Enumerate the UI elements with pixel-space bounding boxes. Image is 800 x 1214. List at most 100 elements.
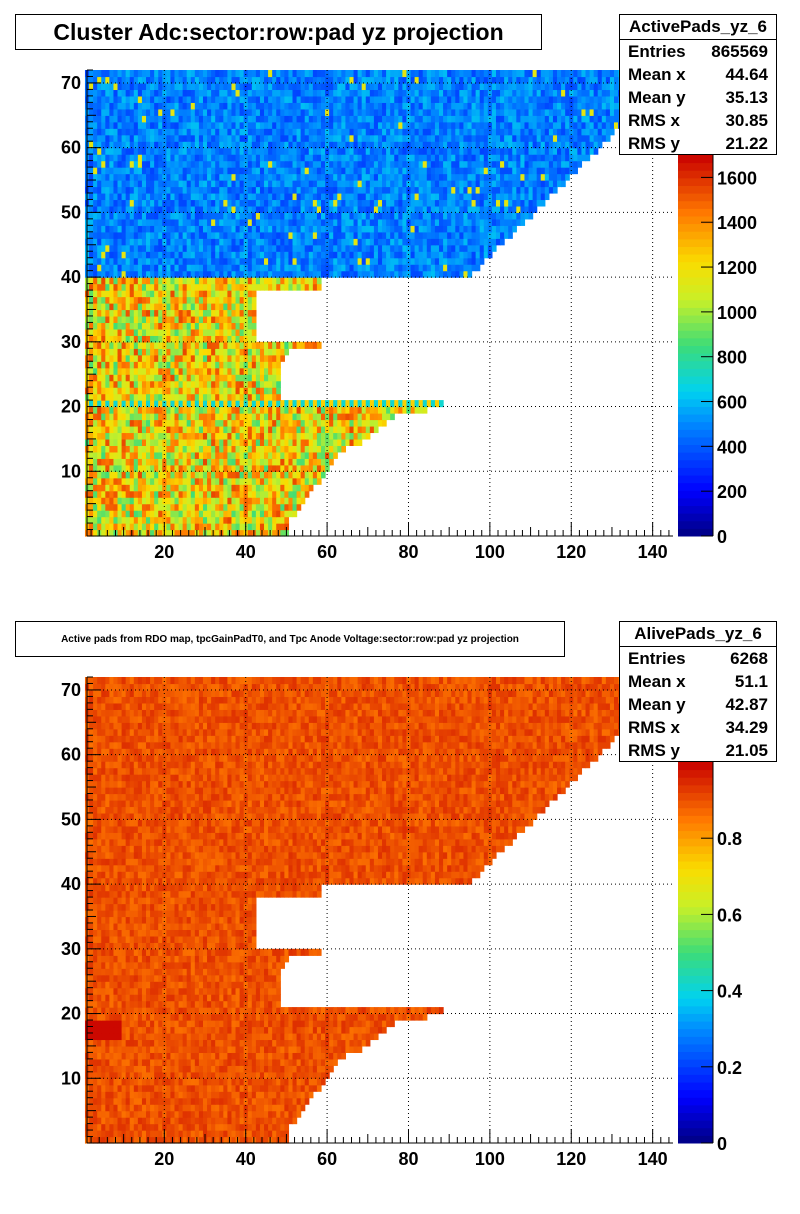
heatmap-cell <box>337 432 342 440</box>
heatmap-cell <box>394 264 399 272</box>
heatmap-cell <box>520 167 526 175</box>
heatmap-cell <box>133 451 139 459</box>
heatmap-cell <box>251 335 257 343</box>
heatmap-cell <box>89 477 94 485</box>
heatmap-cell <box>418 192 424 201</box>
heatmap-cell <box>487 121 493 129</box>
heatmap-cell <box>561 154 566 162</box>
heatmap-cell <box>146 477 151 485</box>
heatmap-cell <box>357 147 363 155</box>
heatmap-cell <box>243 231 249 239</box>
heatmap-cell <box>426 160 432 168</box>
heatmap-cell <box>463 186 469 194</box>
heatmap-cell <box>93 523 98 531</box>
heatmap-cell <box>430 186 436 194</box>
heatmap-cell <box>133 309 139 317</box>
heatmap-cell <box>251 121 257 129</box>
heatmap-cell <box>504 225 509 233</box>
heatmap-cell <box>276 264 281 272</box>
heatmap-cell <box>117 154 123 162</box>
heatmap-cell <box>491 160 497 168</box>
heatmap-cell <box>170 354 176 362</box>
heatmap-cell <box>211 335 216 343</box>
heatmap-cell <box>202 484 208 492</box>
heatmap-cell <box>182 503 188 511</box>
heatmap-cell <box>520 147 526 155</box>
heatmap-cell <box>158 335 163 343</box>
heatmap-cell <box>158 128 163 136</box>
heatmap-cell <box>93 231 98 239</box>
heatmap-cell <box>434 238 440 246</box>
heatmap-cell <box>272 251 277 259</box>
heatmap-cell <box>129 406 135 414</box>
heatmap-cell <box>337 425 342 434</box>
heatmap-cell <box>154 115 159 123</box>
heatmap-cell <box>215 438 220 446</box>
heatmap-cell <box>182 438 188 446</box>
heatmap-cell <box>207 225 212 233</box>
heatmap-cell <box>426 231 432 239</box>
heatmap-cell <box>487 238 493 246</box>
heatmap-cell <box>520 205 526 213</box>
heatmap-cell <box>182 374 188 382</box>
heatmap-cell <box>162 445 167 453</box>
heatmap-cell <box>251 147 257 155</box>
heatmap-cell <box>243 445 249 453</box>
heatmap-cell <box>109 393 115 401</box>
heatmap-cell <box>207 497 212 505</box>
heatmap-cell <box>329 212 334 220</box>
heatmap-cell <box>162 212 167 220</box>
heatmap-cell <box>398 141 403 149</box>
heatmap-cell <box>109 341 115 349</box>
heatmap-cell <box>259 393 265 401</box>
heatmap-cell <box>166 406 172 414</box>
heatmap-cell <box>194 477 200 485</box>
heatmap-cell <box>443 212 448 220</box>
heatmap-cell <box>276 419 281 427</box>
heatmap-cell <box>105 523 110 531</box>
heatmap-cell <box>105 141 110 149</box>
heatmap-cell <box>89 341 94 349</box>
heatmap-cell <box>284 432 290 440</box>
heatmap-cell <box>272 341 277 349</box>
heatmap-cell <box>394 218 399 226</box>
heatmap-cell <box>186 387 192 395</box>
heatmap-cell <box>532 192 538 201</box>
heatmap-cell <box>447 186 452 194</box>
heatmap-cell <box>166 192 172 201</box>
heatmap-cell <box>414 192 420 201</box>
heatmap-cell <box>443 141 448 149</box>
heatmap-cell <box>105 251 110 259</box>
heatmap-cell <box>341 432 347 440</box>
heatmap-cell <box>170 128 176 136</box>
heatmap-cell <box>272 367 277 375</box>
heatmap-cell <box>198 134 204 142</box>
heatmap-cell <box>239 225 245 233</box>
heatmap-cell <box>292 413 298 421</box>
heatmap-cell <box>333 141 338 149</box>
heatmap-cell <box>304 115 310 123</box>
heatmap-cell <box>259 115 265 123</box>
heatmap-cell <box>207 257 212 265</box>
heatmap-cell <box>312 464 318 472</box>
heatmap-cell <box>288 458 294 466</box>
heatmap-cell <box>117 251 123 259</box>
heatmap-cell <box>109 458 115 466</box>
heatmap-cell <box>235 128 241 136</box>
heatmap-cell <box>320 212 326 220</box>
heatmap-cell <box>121 413 127 421</box>
heatmap-cell <box>235 354 241 362</box>
heatmap-cell <box>105 374 110 382</box>
heatmap-cell <box>508 147 513 155</box>
heatmap-cell <box>292 186 298 194</box>
heatmap-cell <box>251 303 257 311</box>
heatmap-cell <box>353 264 359 272</box>
heatmap-cell <box>215 361 220 369</box>
heatmap-cell <box>548 186 554 194</box>
heatmap-cell <box>109 251 115 259</box>
heatmap-cell <box>178 160 184 168</box>
heatmap-cell <box>325 445 330 453</box>
heatmap-cell <box>121 400 127 408</box>
heatmap-cell <box>418 205 424 213</box>
heatmap-cell <box>129 160 135 168</box>
